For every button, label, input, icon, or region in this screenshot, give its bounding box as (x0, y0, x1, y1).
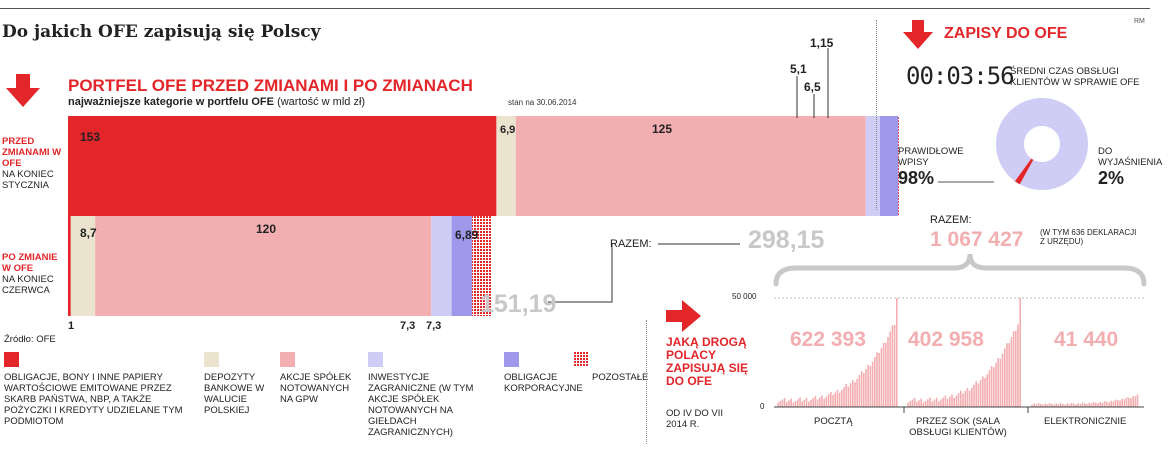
portfolio-subtitle: najważniejsze kategorie w portfelu OFE (… (68, 96, 365, 108)
page-title: Do jakich OFE zapisują się Polscy (2, 22, 321, 42)
bar-after-stocks (95, 216, 432, 316)
bar-after-bonds (68, 216, 71, 316)
y-tick-zero: 0 (760, 402, 765, 411)
unclear-value: 2% (1098, 168, 1125, 188)
razem-line-after (548, 244, 613, 303)
bar-after-foreign (431, 216, 452, 316)
row-label-after-sub: NA KONIEC CZERWCA (2, 274, 54, 296)
portfolio-bar-chart (68, 48, 900, 316)
timer-display: 00:03:56 (906, 62, 1015, 90)
total-after: 151,19 (480, 290, 557, 318)
zapisy-donut-chart (996, 98, 1088, 190)
label-before-foreign: 5,1 (790, 62, 807, 76)
label-after-deposits: 8,7 (80, 226, 97, 240)
bar-before-deposits (496, 116, 516, 216)
y-tick-top: 50 000 (732, 292, 757, 301)
route-cat-sok: PRZEZ SOK (SALA OBSŁUGI KLIENTÓW) (909, 416, 1007, 438)
bar-before-foreign (865, 116, 880, 216)
valid-pointer-line (938, 181, 994, 183)
valid-value: 98% (898, 168, 935, 188)
bar-after-deposits (70, 216, 96, 316)
route-period: OD IV DO VII 2014 R. (666, 408, 724, 430)
route-value-post: 622 393 (790, 328, 866, 351)
route-cat-post: POCZTĄ (814, 416, 853, 427)
bars-before-group (68, 116, 900, 216)
legend-swatch-foreign (368, 352, 383, 367)
label-before-other: 1,15 (810, 36, 834, 50)
bar-before-corp (880, 116, 899, 216)
razem-label: RAZEM: (610, 238, 652, 250)
label-before-stocks: 125 (652, 122, 673, 136)
legend-text-bonds: OBLIGACJE, BONY I INNE PAPIERY WARTOŚCIO… (4, 372, 183, 427)
bar-before-bonds (68, 116, 497, 216)
donut-slice-unclear (1014, 158, 1034, 185)
route-value-electronic: 41 440 (1054, 328, 1119, 351)
label-after-foreign: 7,3 (400, 320, 416, 332)
timer-caption: ŚREDNI CZAS OBSŁUGI KLIENTÓW W SPRAWIE O… (1010, 66, 1140, 88)
legend-swatch-bonds (4, 352, 19, 367)
route-area-chart (774, 297, 1144, 413)
bar-before-stocks (515, 116, 866, 216)
unclear-label: DO WYJAŚNIENIA (1098, 146, 1163, 168)
top-rule (0, 8, 1150, 9)
down-arrow-icon (6, 74, 40, 107)
legend-swatch-other (574, 352, 589, 367)
subtitle-unit: (wartość w mld zł) (277, 96, 366, 108)
down-arrow-icon (903, 20, 933, 49)
valid-label: PRAWIDŁOWE WPISY (898, 146, 964, 168)
donut-slice-valid (996, 98, 1088, 190)
total-brace (773, 253, 1147, 287)
row-label-before-main: PRZED ZMIANAMI W OFE (2, 136, 62, 169)
legend-swatch-corp (504, 352, 519, 367)
legend-text-other: POZOSTAŁE (592, 372, 649, 383)
label-after-stocks: 120 (256, 222, 277, 236)
route-cat-electronic: ELEKTRONICZNIE (1044, 416, 1127, 427)
bars-after-group (68, 216, 492, 316)
separator-bottom (646, 320, 647, 444)
author-credit: RM (1134, 18, 1145, 25)
legend-text-corp: OBLIGACJE KORPORACYJNE (504, 372, 583, 394)
label-after-other: 6,89 (455, 228, 479, 242)
legend-text-foreign: INWESTYCJE ZAGRANICZNE (W TYM AKCJE SPÓŁ… (368, 372, 474, 438)
bar-after-other (472, 216, 492, 316)
row-label-after-main: PO ZMIANIE W OFE (2, 252, 58, 274)
label-after-corp: 7,3 (426, 320, 442, 332)
date-note: stan na 30.06.2014 (508, 98, 577, 107)
zapisy-razem-label: RAZEM: (930, 214, 972, 226)
total-before: 298,15 (748, 226, 825, 254)
zapisy-total-note: (W TYM 636 DEKLARACJI Z URZĘDU) (1040, 228, 1137, 246)
row-label-before-sub: NA KONIEC STYCZNIA (2, 169, 54, 191)
separator-right (876, 20, 877, 210)
zapisy-total: 1 067 427 (930, 228, 1024, 251)
route-title: JAKĄ DROGĄ POLACY ZAPISUJĄ SIĘ DO OFE (666, 335, 749, 388)
donut-hole (1024, 126, 1060, 162)
row-label-before: PRZED ZMIANAMI W OFE NA KONIEC STYCZNIA (2, 136, 64, 191)
bar-before-other (898, 116, 900, 216)
portfolio-title: PORTFEL OFE PRZED ZMIANAMI I PO ZMIANACH (68, 76, 473, 95)
zapisy-title: ZAPISY DO OFE (944, 25, 1068, 42)
legend-swatch-stocks (280, 352, 295, 367)
subtitle-bold: najważniejsze kategorie w portfelu OFE (68, 96, 274, 108)
bar-after-corp (451, 216, 473, 316)
label-after-bonds: 1 (68, 320, 75, 332)
label-before-corp: 6,5 (804, 80, 821, 94)
label-before-bonds: 153 (80, 130, 101, 144)
legend-text-deposits: DEPOZYTY BANKOWE W WALUCIE POLSKIEJ (204, 372, 265, 416)
legend-text-stocks: AKCJE SPÓŁEK NOTOWANYCH NA GPW (280, 372, 352, 405)
legend-swatch-deposits (204, 352, 219, 367)
row-label-after: PO ZMIANIE W OFE NA KONIEC CZERWCA (2, 252, 66, 296)
label-before-deposits: 6,9 (500, 124, 516, 136)
right-arrow-icon (666, 300, 701, 332)
source-note: Źródło: OFE (4, 334, 56, 345)
route-value-sok: 402 958 (908, 328, 984, 351)
